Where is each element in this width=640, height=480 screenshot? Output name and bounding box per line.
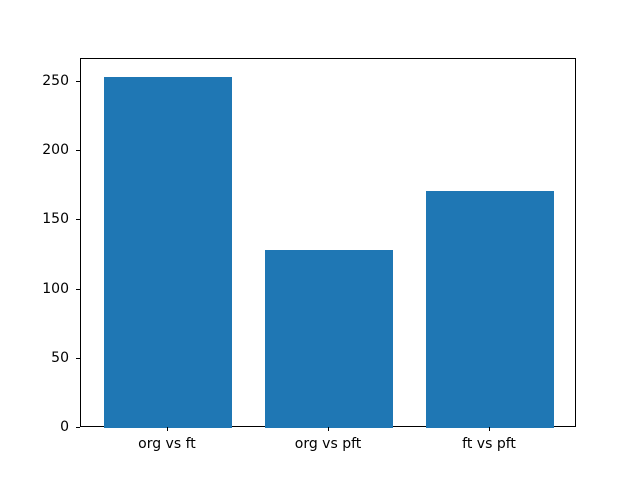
- y-tick-mark: [76, 427, 80, 428]
- y-tick-label: 100: [42, 280, 69, 297]
- bar-org-vs-ft: [103, 76, 233, 428]
- y-tick-label: 0: [60, 419, 69, 435]
- y-tick-label: 150: [42, 211, 69, 228]
- y-tick-mark: [76, 219, 80, 221]
- y-tick-mark: [76, 81, 80, 83]
- y-tick-label: 250: [42, 73, 69, 90]
- x-tick-label: ft vs pft: [462, 436, 516, 452]
- x-tick-mark: [166, 427, 168, 431]
- bar-org-vs-pft: [264, 249, 394, 428]
- plot-area: [80, 58, 576, 428]
- x-tick-mark: [328, 427, 329, 431]
- x-tick-label: org vs ft: [138, 436, 196, 452]
- y-tick-label: 50: [51, 349, 69, 366]
- bar-ft-vs-pft: [425, 191, 555, 428]
- y-tick-mark: [76, 288, 80, 290]
- x-tick-label: org vs pft: [294, 436, 362, 452]
- x-tick-mark: [489, 427, 491, 431]
- y-tick-label: 200: [42, 142, 69, 159]
- y-tick-mark: [76, 150, 80, 152]
- y-tick-mark: [76, 357, 80, 359]
